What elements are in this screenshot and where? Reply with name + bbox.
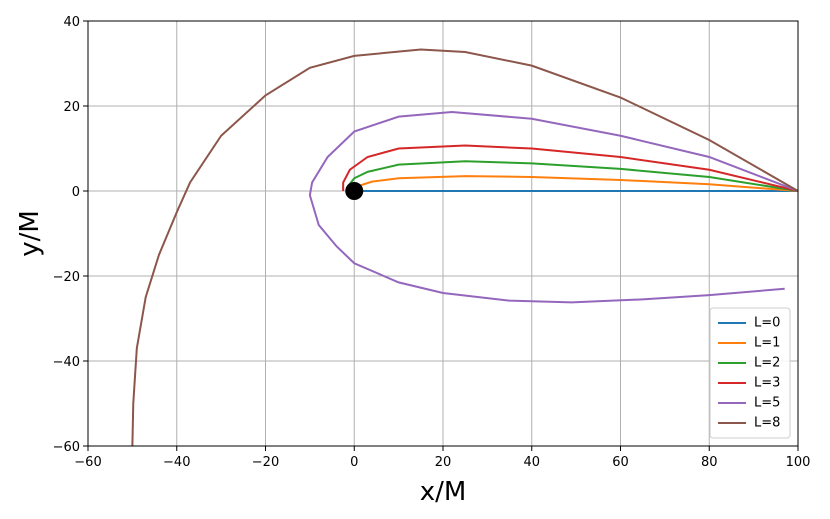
x-tick-label: 20 (435, 455, 452, 470)
x-tick-label: −60 (74, 455, 101, 470)
trajectory (346, 160, 798, 192)
legend-label: L=3 (754, 376, 780, 391)
y-axis-label: y/M (15, 210, 45, 257)
legend-label: L=5 (754, 396, 780, 411)
legend-label: L=0 (754, 316, 780, 331)
y-tick-label: −20 (53, 270, 80, 285)
x-tick-label: 0 (350, 455, 358, 470)
trajectory (353, 175, 798, 192)
x-tick-label: 100 (786, 455, 811, 470)
legend-label: L=8 (754, 416, 780, 431)
legend-box (709, 307, 791, 439)
y-tick-label: 0 (72, 185, 80, 200)
x-axis-label: x/M (420, 477, 467, 507)
trajectory (342, 144, 798, 192)
x-tick-label: 60 (612, 455, 629, 470)
x-tick-label: 80 (701, 455, 718, 470)
legend-label: L=2 (754, 356, 780, 371)
y-tick-label: 40 (63, 15, 80, 30)
legend-label: L=1 (754, 336, 780, 351)
x-tick-label: −20 (252, 455, 279, 470)
y-tick-label: −40 (53, 355, 80, 370)
plot-frame (87, 20, 799, 447)
trajectory (308, 110, 798, 304)
black-hole (345, 182, 364, 200)
y-tick-label: 20 (63, 100, 80, 115)
x-tick-label: 40 (523, 455, 540, 470)
x-tick-label: −40 (163, 455, 190, 470)
trajectory (131, 48, 798, 446)
y-tick-label: −60 (53, 440, 80, 455)
